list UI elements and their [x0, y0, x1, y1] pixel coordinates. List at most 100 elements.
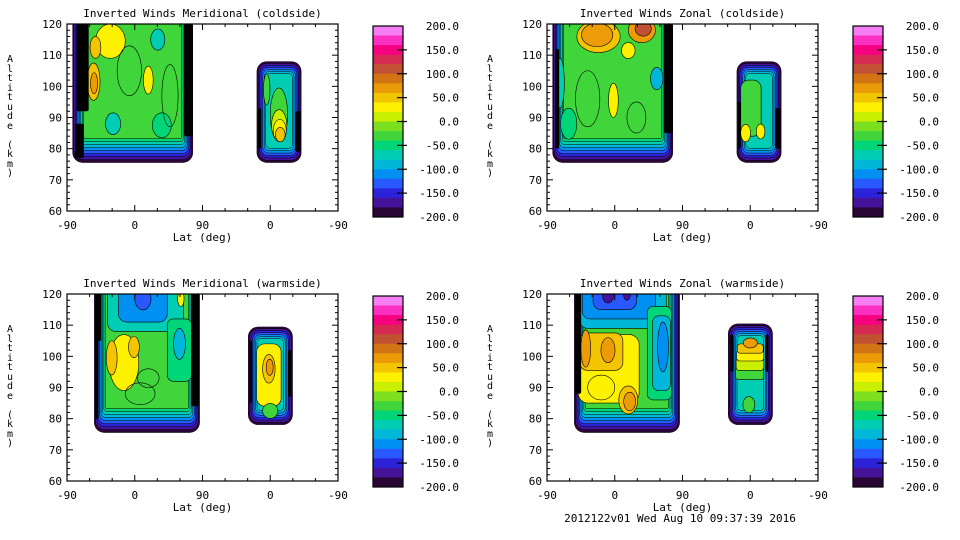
svg-text:-150.0: -150.0	[419, 457, 459, 470]
svg-text:0: 0	[131, 219, 138, 232]
svg-text:150.0: 150.0	[906, 44, 939, 57]
svg-text:0: 0	[131, 489, 138, 502]
panel-meridional-coldside: -90 0 90 0 -90 120 110 100 90 80 70 60 200.0 150.0 100…	[0, 0, 480, 270]
panel-meridional-warmside: -90 0 90 0 -90 120 110 100 90 80 70 60 200.0 150.0 100…	[0, 270, 480, 540]
x-axis-label: Lat (deg)	[172, 231, 233, 244]
svg-text:-50.0: -50.0	[426, 409, 459, 422]
svg-text:50.0: 50.0	[433, 92, 460, 105]
svg-text:120: 120	[522, 18, 542, 31]
svg-text:90: 90	[196, 219, 209, 232]
svg-text:-100.0: -100.0	[899, 163, 939, 176]
contour-plot-canvas: -90 0 90 0 -90 120 110 100 90 80 70 60 200.0 150.0 100…	[522, 18, 940, 232]
svg-text:90: 90	[676, 219, 689, 232]
y-axis-label: A l t i t u d e ( k m )	[486, 54, 494, 179]
svg-text:100: 100	[522, 350, 542, 363]
svg-text:0: 0	[611, 219, 618, 232]
svg-text:90: 90	[529, 382, 542, 395]
contour-plot-canvas: -90 0 90 0 -90 120 110 100 90 80 70 60 200.0 150.0 100…	[42, 18, 460, 232]
svg-text:100.0: 100.0	[426, 68, 459, 81]
svg-text:200.0: 200.0	[426, 20, 459, 33]
svg-text:-50.0: -50.0	[426, 139, 459, 152]
x-axis-label: Lat (deg)	[652, 231, 713, 244]
svg-text:-200.0: -200.0	[419, 481, 459, 494]
svg-text:50.0: 50.0	[913, 92, 940, 105]
plot-title: Inverted Winds Meridional (warmside)	[83, 277, 322, 290]
svg-text:100.0: 100.0	[906, 68, 939, 81]
svg-text:120: 120	[522, 288, 542, 301]
svg-text:120: 120	[42, 18, 62, 31]
svg-text:60: 60	[529, 205, 542, 218]
svg-text:80: 80	[529, 143, 542, 156]
svg-text:150.0: 150.0	[426, 314, 459, 327]
panel-zonal-warmside: -90 0 90 0 -90 120 110 100 90 80 70 60 200.0 150.0 100…	[480, 270, 960, 540]
svg-text:-90: -90	[328, 489, 348, 502]
svg-text:0: 0	[747, 489, 754, 502]
svg-text:200.0: 200.0	[906, 290, 939, 303]
svg-text:110: 110	[522, 319, 542, 332]
svg-text:-50.0: -50.0	[906, 409, 939, 422]
contour-plot-canvas: -90 0 90 0 -90 120 110 100 90 80 70 60 200.0 150.0 100…	[522, 288, 940, 502]
svg-text:-200.0: -200.0	[419, 211, 459, 224]
svg-text:90: 90	[676, 489, 689, 502]
x-axis-label: Lat (deg)	[172, 501, 233, 514]
svg-text:100: 100	[522, 80, 542, 93]
svg-text:150.0: 150.0	[426, 44, 459, 57]
svg-text:60: 60	[49, 475, 62, 488]
svg-text:-90: -90	[808, 489, 828, 502]
svg-text:100: 100	[42, 80, 62, 93]
svg-text:0.0: 0.0	[919, 386, 939, 399]
svg-text:0.0: 0.0	[919, 116, 939, 129]
svg-text:90: 90	[49, 112, 62, 125]
svg-text:100.0: 100.0	[426, 338, 459, 351]
svg-text:60: 60	[529, 475, 542, 488]
y-axis-label: A l t i t u d e ( k m )	[6, 54, 14, 179]
svg-text:110: 110	[42, 319, 62, 332]
svg-text:70: 70	[529, 174, 542, 187]
svg-text:70: 70	[49, 174, 62, 187]
svg-text:-90: -90	[537, 489, 557, 502]
svg-text:0: 0	[267, 489, 274, 502]
plot-title: Inverted Winds Zonal (coldside)	[579, 7, 786, 20]
svg-text:-100.0: -100.0	[899, 433, 939, 446]
svg-text:-90: -90	[57, 489, 77, 502]
svg-text:200.0: 200.0	[426, 290, 459, 303]
svg-text:50.0: 50.0	[913, 362, 940, 375]
svg-text:0: 0	[747, 219, 754, 232]
svg-text:-100.0: -100.0	[419, 433, 459, 446]
svg-text:90: 90	[196, 489, 209, 502]
svg-text:-90: -90	[537, 219, 557, 232]
svg-text:60: 60	[49, 205, 62, 218]
svg-text:0: 0	[611, 489, 618, 502]
y-axis-label: A l t i t u d e ( k m )	[6, 324, 14, 449]
svg-text:80: 80	[49, 143, 62, 156]
svg-text:100: 100	[42, 350, 62, 363]
timestamp-footer: 2012122v01 Wed Aug 10 09:37:39 2016	[564, 512, 796, 525]
svg-text:-150.0: -150.0	[899, 187, 939, 200]
svg-text:-90: -90	[808, 219, 828, 232]
svg-text:80: 80	[49, 413, 62, 426]
svg-text:90: 90	[529, 112, 542, 125]
svg-text:110: 110	[522, 49, 542, 62]
svg-text:-200.0: -200.0	[899, 211, 939, 224]
plot-title: Inverted Winds Zonal (warmside)	[579, 277, 786, 290]
svg-text:-200.0: -200.0	[899, 481, 939, 494]
svg-text:0.0: 0.0	[439, 116, 459, 129]
contour-plot-canvas: -90 0 90 0 -90 120 110 100 90 80 70 60 200.0 150.0 100…	[42, 288, 460, 502]
svg-text:-90: -90	[328, 219, 348, 232]
svg-text:-90: -90	[57, 219, 77, 232]
svg-text:70: 70	[49, 444, 62, 457]
svg-text:-50.0: -50.0	[906, 139, 939, 152]
svg-text:100.0: 100.0	[906, 338, 939, 351]
svg-text:-150.0: -150.0	[899, 457, 939, 470]
svg-text:-100.0: -100.0	[419, 163, 459, 176]
y-axis-label: A l t i t u d e ( k m )	[486, 324, 494, 449]
svg-text:70: 70	[529, 444, 542, 457]
svg-text:-150.0: -150.0	[419, 187, 459, 200]
svg-text:0.0: 0.0	[439, 386, 459, 399]
svg-text:110: 110	[42, 49, 62, 62]
svg-text:50.0: 50.0	[433, 362, 460, 375]
svg-text:120: 120	[42, 288, 62, 301]
plot-title: Inverted Winds Meridional (coldside)	[83, 7, 322, 20]
svg-text:150.0: 150.0	[906, 314, 939, 327]
